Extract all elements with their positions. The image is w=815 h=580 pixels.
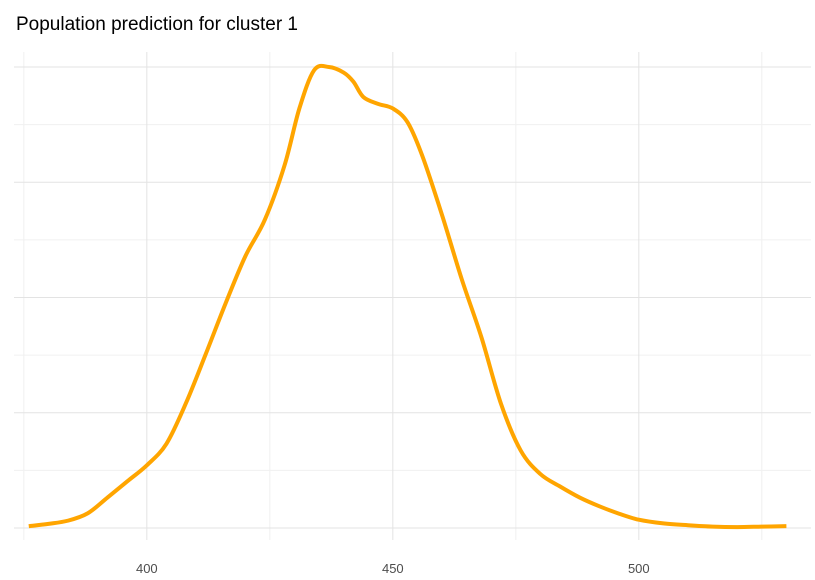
chart-title: Population prediction for cluster 1 <box>16 14 298 35</box>
density-line <box>28 63 787 530</box>
x-tick-label: 500 <box>628 561 650 576</box>
x-tick-label: 450 <box>382 561 404 576</box>
x-tick-label: 400 <box>136 561 158 576</box>
